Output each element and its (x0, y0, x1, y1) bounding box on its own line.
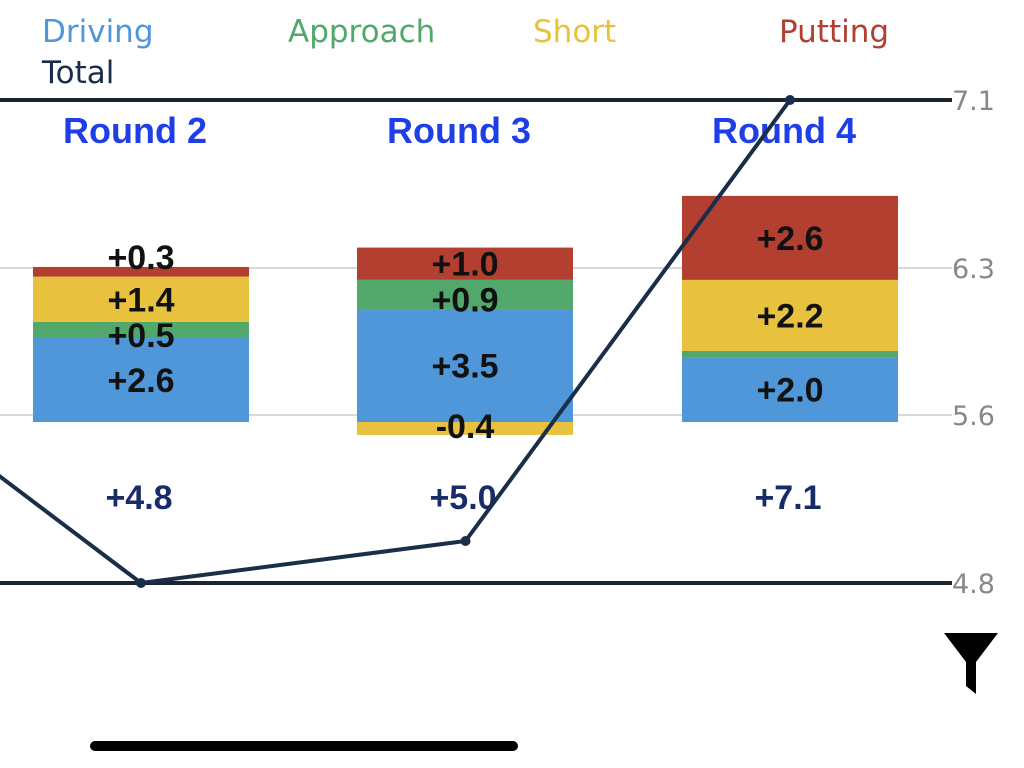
axis-tick-label: 6.3 (952, 254, 995, 285)
axis-tick-label: 5.6 (952, 401, 995, 432)
legend-putting[interactable]: Putting (779, 14, 890, 50)
bar-data-label: +2.6 (756, 220, 823, 258)
bar-data-label: +0.3 (107, 239, 174, 277)
bar-data-label: +2.0 (756, 372, 823, 410)
bar-segment-driving (33, 338, 249, 422)
round-total-label: +7.1 (754, 479, 821, 517)
filter-button[interactable] (942, 630, 1000, 696)
bar-data-label: +2.2 (756, 297, 823, 335)
round-label: Round 4 (712, 110, 856, 151)
bar-data-label: -0.4 (436, 408, 495, 446)
bar-data-label: +3.5 (431, 347, 498, 385)
round-label: Round 2 (63, 110, 207, 151)
bar-segment-putting (357, 247, 573, 280)
bar-segment-driving (357, 308, 573, 422)
bar-segment-short (357, 422, 573, 435)
bar-data-label: +1.4 (107, 281, 174, 319)
bar-data-label: +2.6 (107, 362, 174, 400)
legend-total[interactable]: Total (42, 55, 115, 91)
bar-segment-putting (682, 195, 898, 280)
total-line-point (460, 536, 471, 546)
filter-icon (944, 633, 998, 694)
bar-segment-short (33, 276, 249, 322)
bar-data-label: +0.9 (431, 281, 498, 319)
bar-segment-approach (33, 321, 249, 339)
bar-segment-driving (682, 357, 898, 422)
legend-driving[interactable]: Driving (42, 14, 154, 50)
round-label: Round 3 (387, 110, 531, 151)
legend-short[interactable]: Short (533, 14, 617, 50)
total-line-point (136, 578, 146, 588)
bar-segment-approach (357, 279, 573, 309)
bar-segment-short (682, 279, 898, 351)
bar-data-label: +0.5 (107, 317, 174, 355)
axis-tick-label: 7.1 (952, 86, 995, 117)
bar-segment-approach (682, 350, 898, 358)
axis-tick-label: 4.8 (952, 569, 995, 600)
bar-segment-putting (33, 266, 249, 277)
home-indicator[interactable] (90, 741, 518, 751)
round-total-label: +4.8 (105, 479, 172, 517)
total-line-point (785, 95, 795, 105)
legend-approach[interactable]: Approach (288, 14, 436, 50)
total-line (0, 98, 792, 585)
bar-data-label: +1.0 (431, 246, 498, 284)
